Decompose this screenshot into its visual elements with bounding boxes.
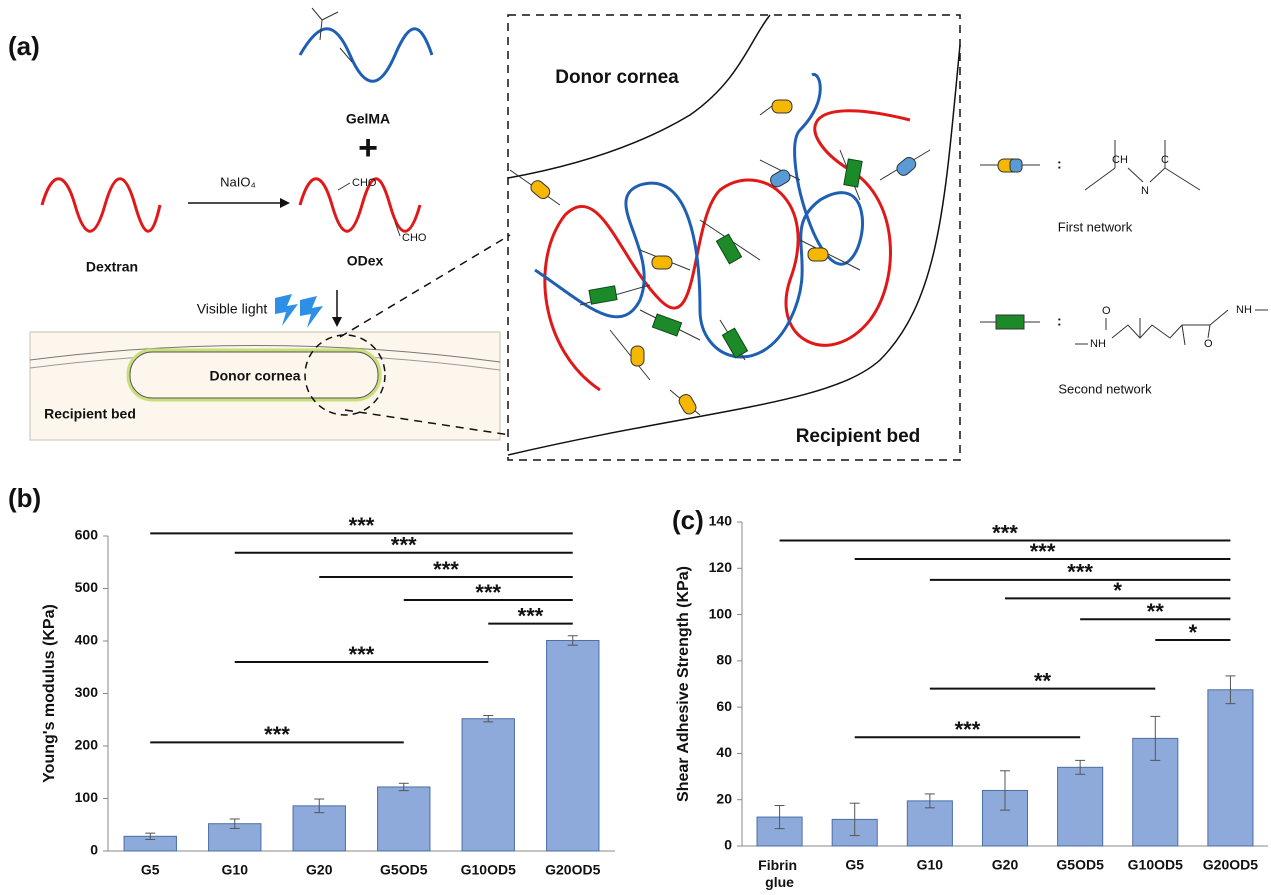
structure xyxy=(1085,140,1200,190)
x-tick-label: G20OD5 xyxy=(545,862,600,878)
dextran-label: Dextran xyxy=(86,259,138,275)
zoom-label: Recipient bed xyxy=(796,426,921,447)
significance-label: *** xyxy=(955,717,981,742)
significance-label: *** xyxy=(518,603,544,628)
polymer-chain xyxy=(535,74,862,357)
y-tick-label: 300 xyxy=(75,684,99,700)
significance-label: *** xyxy=(475,580,501,605)
cho: CHO xyxy=(352,177,377,189)
y-tick-label: 80 xyxy=(716,652,732,668)
page: (a) (b) (c) GelMA + Dextran NaIO₄ CHO CH… xyxy=(0,0,1271,895)
colon: : xyxy=(1057,313,1062,329)
figure: (a) (b) (c) GelMA + Dextran NaIO₄ CHO CH… xyxy=(0,0,1271,895)
significance-label: ** xyxy=(1034,668,1052,693)
odex-label: ODex xyxy=(347,253,384,269)
crosslinks xyxy=(510,100,930,415)
bar xyxy=(1208,690,1253,846)
y-axis-label: Young's modulus (KPa) xyxy=(41,604,58,783)
y-tick-label: 100 xyxy=(75,789,99,805)
significance-label: *** xyxy=(349,642,375,667)
chem-label: NH xyxy=(1236,304,1252,316)
legend-label: First network xyxy=(1058,219,1133,234)
chem-label: O xyxy=(1102,305,1111,317)
y-tick-label: 0 xyxy=(90,842,98,858)
methacryl xyxy=(312,8,352,62)
panel-label: (a) xyxy=(8,31,40,61)
boundary xyxy=(508,15,770,178)
panel-label: (b) xyxy=(8,483,41,513)
dextran-chain xyxy=(42,179,160,232)
x-tick-label: G5OD5 xyxy=(380,862,428,878)
legend-symbol xyxy=(980,159,1040,329)
y-tick-label: 60 xyxy=(716,698,732,714)
light-icon xyxy=(275,294,323,328)
zoom-label: Donor cornea xyxy=(555,67,679,88)
cornea-label: Donor cornea xyxy=(209,368,300,384)
significance-label: ** xyxy=(1147,599,1165,624)
y-tick-label: 0 xyxy=(724,837,732,853)
reagent: NaIO₄ xyxy=(220,174,256,189)
legend-label: Second network xyxy=(1058,381,1152,396)
significance-label: *** xyxy=(264,722,290,747)
chem-label: CH xyxy=(1112,154,1128,166)
bar xyxy=(1058,767,1103,846)
significance-label: *** xyxy=(433,557,459,582)
significance-label: * xyxy=(1189,620,1198,645)
panel-label: (c) xyxy=(672,505,704,535)
x-tick-label: Fibrin glue xyxy=(758,857,801,890)
bond xyxy=(338,183,350,190)
cho: CHO xyxy=(402,232,427,244)
significance-label: *** xyxy=(1030,539,1056,564)
chem-label: C xyxy=(1161,154,1169,166)
y-tick-label: 20 xyxy=(716,790,732,806)
x-tick-label: G20 xyxy=(306,862,333,878)
chem-label: NH xyxy=(1090,338,1106,350)
x-tick-label: G5 xyxy=(141,862,160,878)
gelma-label: GelMA xyxy=(346,111,390,127)
cornea-label: Recipient bed xyxy=(44,406,136,422)
y-tick-label: 200 xyxy=(75,737,99,753)
bar xyxy=(378,787,430,851)
bar xyxy=(462,719,514,851)
x-tick-label: G5 xyxy=(845,857,864,873)
significance-label: *** xyxy=(391,533,417,558)
x-tick-label: G20OD5 xyxy=(1203,857,1258,873)
light-label: Visible light xyxy=(197,301,268,317)
arrow-head xyxy=(332,317,342,327)
x-tick-label: G10OD5 xyxy=(1128,857,1183,873)
plus: + xyxy=(358,129,378,167)
zoom-line xyxy=(340,235,510,337)
chem-label: N xyxy=(1141,185,1149,197)
first-links xyxy=(528,100,918,416)
y-tick-label: 40 xyxy=(716,744,732,760)
y-tick-label: 400 xyxy=(75,632,99,648)
bar xyxy=(547,640,599,851)
y-tick-label: 140 xyxy=(709,513,733,529)
significance-label: *** xyxy=(992,520,1018,545)
chem-label: O xyxy=(1204,338,1213,350)
x-tick-label: G10 xyxy=(917,857,944,873)
x-tick-label: G20 xyxy=(992,857,1019,873)
y-tick-label: 100 xyxy=(709,605,733,621)
y-tick-label: 500 xyxy=(75,579,99,595)
gelma-chain xyxy=(300,29,432,82)
y-axis-label: Shear Adhesive Strength (KPa) xyxy=(675,566,692,802)
x-tick-label: G5OD5 xyxy=(1056,857,1104,873)
x-tick-label: G10OD5 xyxy=(461,862,516,878)
x-tick-label: G10 xyxy=(222,862,249,878)
y-tick-label: 600 xyxy=(75,527,99,543)
arrow-head xyxy=(280,198,290,208)
significance-label: * xyxy=(1113,578,1122,603)
significance-label: *** xyxy=(1067,560,1093,585)
y-tick-label: 120 xyxy=(709,559,733,575)
significance-label: *** xyxy=(349,513,375,538)
colon: : xyxy=(1057,156,1062,172)
